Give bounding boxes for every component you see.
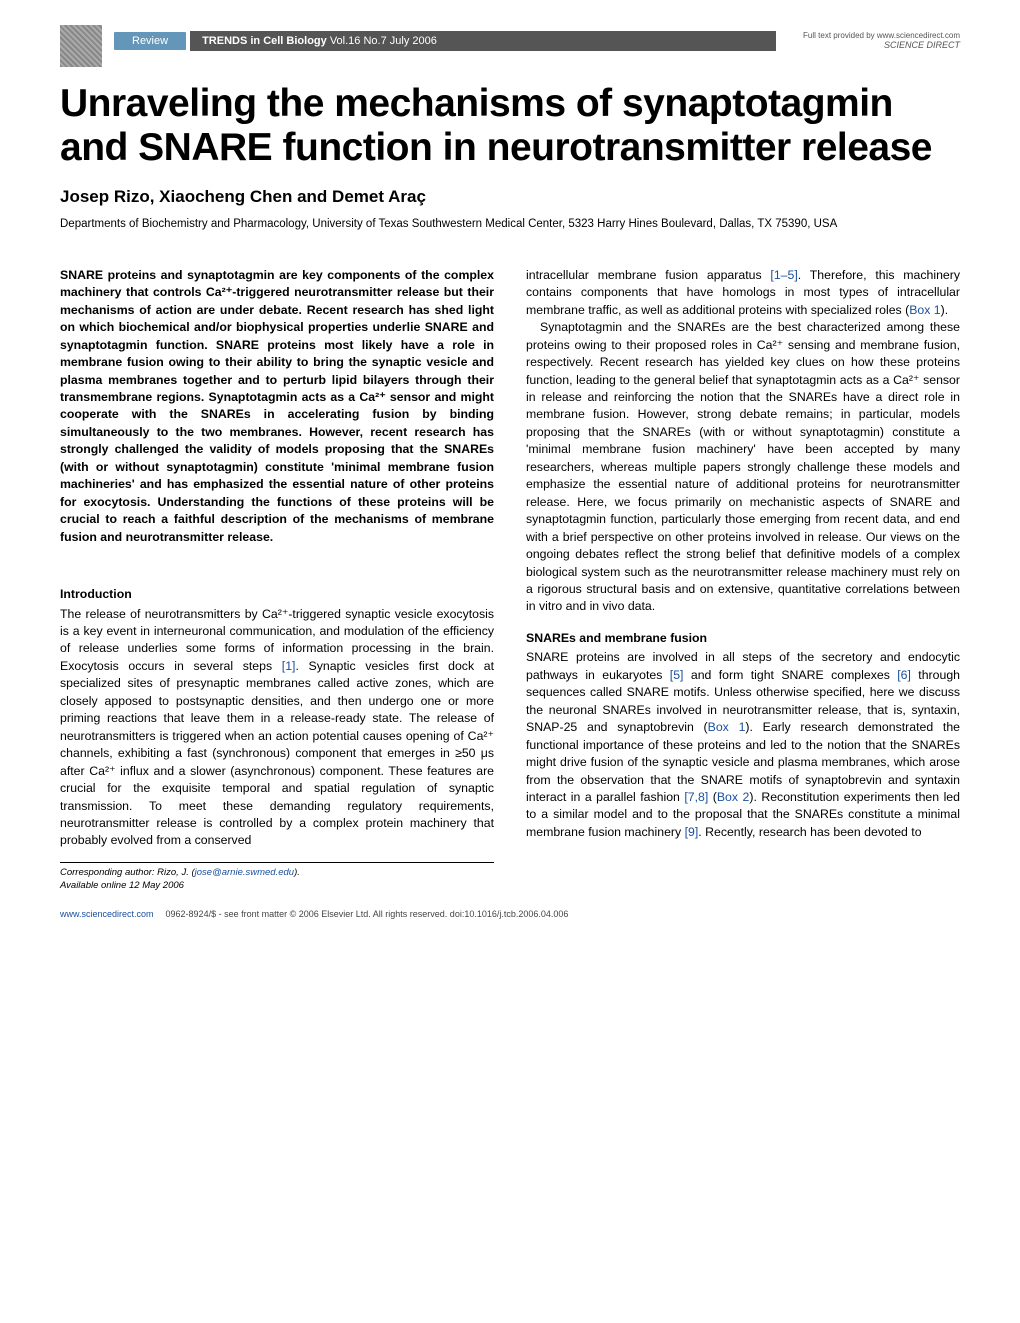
bottom-bar: www.sciencedirect.com 0962-8924/$ - see … — [60, 909, 960, 919]
snares-p1b: and form tight SNARE complexes — [683, 668, 897, 682]
col2-paragraph-1: intracellular membrane fusion apparatus … — [526, 267, 960, 319]
sciencedirect-logo: SCIENCE DIRECT — [780, 40, 960, 51]
left-column: SNARE proteins and synaptotagmin are key… — [60, 267, 494, 893]
top-bar: Review TRENDS in Cell Biology Vol.16 No.… — [60, 28, 960, 54]
authors: Josep Rizo, Xiaocheng Chen and Demet Ara… — [60, 187, 960, 207]
snares-p1e: ( — [708, 790, 717, 804]
sciencedirect-url[interactable]: www.sciencedirect.com — [60, 909, 154, 919]
article-title: Unraveling the mechanisms of synaptotagm… — [60, 82, 960, 169]
journal-name: TRENDS in Cell Biology — [202, 35, 327, 47]
intro-text-b: . Synaptic vesicles first dock at specia… — [60, 659, 494, 848]
title-block: Unraveling the mechanisms of synaptotagm… — [60, 82, 960, 233]
journal-issue: Vol.16 No.7 July 2006 — [327, 35, 437, 47]
ref-link-1-5[interactable]: [1–5] — [770, 268, 797, 282]
box-link-2[interactable]: Box 2 — [717, 790, 750, 804]
section-head-snares: SNAREs and membrane fusion — [526, 630, 960, 647]
snares-paragraph: SNARE proteins are involved in all steps… — [526, 649, 960, 841]
col2-p1c: ). — [941, 303, 949, 317]
intro-paragraph: The release of neurotransmitters by Ca²⁺… — [60, 606, 494, 850]
ref-link-9[interactable]: [9] — [685, 825, 699, 839]
author-email[interactable]: jose@arnie.swmed.edu — [195, 867, 294, 878]
corresponding-end: ). — [294, 867, 300, 878]
ref-link-5[interactable]: [5] — [670, 668, 684, 682]
right-column: intracellular membrane fusion apparatus … — [526, 267, 960, 893]
journal-info-bar: TRENDS in Cell Biology Vol.16 No.7 July … — [190, 31, 776, 51]
fulltext-label: Full text provided by www.sciencedirect.… — [780, 31, 960, 41]
box-link-1b[interactable]: Box 1 — [708, 720, 746, 734]
affiliation: Departments of Biochemistry and Pharmaco… — [60, 217, 960, 233]
copyright-doi: 0962-8924/$ - see front matter © 2006 El… — [166, 909, 569, 919]
review-badge: Review — [114, 32, 186, 50]
available-online: Available online 12 May 2006 — [60, 880, 184, 891]
abstract: SNARE proteins and synaptotagmin are key… — [60, 267, 494, 546]
page: Review TRENDS in Cell Biology Vol.16 No.… — [0, 0, 1020, 959]
snares-p1g: . Recently, research has been devoted to — [698, 825, 921, 839]
col2-paragraph-2: Synaptotagmin and the SNAREs are the bes… — [526, 319, 960, 616]
elsevier-logo — [60, 25, 102, 67]
box-link-1a[interactable]: Box 1 — [909, 303, 940, 317]
ref-link-7-8[interactable]: [7,8] — [684, 790, 708, 804]
corresponding-author-note: Corresponding author: Rizo, J. (jose@arn… — [60, 862, 494, 893]
ref-link-1[interactable]: [1] — [282, 659, 296, 673]
ref-link-6[interactable]: [6] — [897, 668, 911, 682]
top-left: Review — [60, 15, 186, 67]
provider-box: Full text provided by www.sciencedirect.… — [780, 31, 960, 51]
corresponding-label: Corresponding author: Rizo, J. ( — [60, 867, 195, 878]
col2-p1a: intracellular membrane fusion apparatus — [526, 268, 770, 282]
section-head-introduction: Introduction — [60, 586, 494, 603]
two-column-body: SNARE proteins and synaptotagmin are key… — [60, 267, 960, 893]
